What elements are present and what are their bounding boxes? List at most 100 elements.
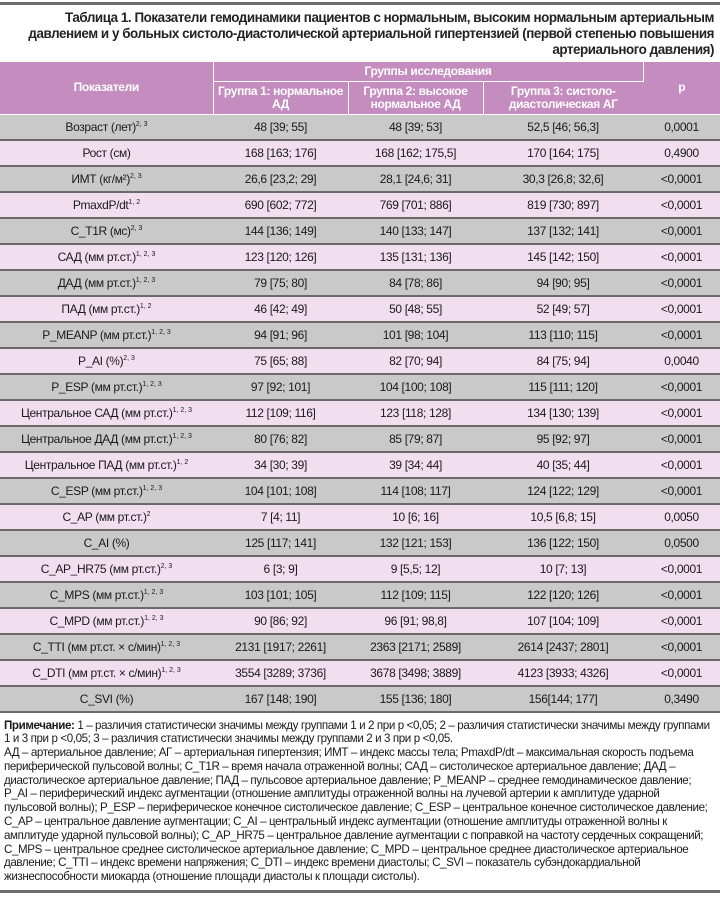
table-row: Рост (см) 168 [163; 176] 168 [162; 175,5] 1…	[0, 139, 720, 167]
note-significance: Примечание: 1 – различия статистически з…	[4, 719, 712, 747]
cell-indicator: C_AI (%)	[0, 529, 213, 557]
cell-g3: 113 [110; 115]	[483, 321, 643, 349]
cell-indicator: C_ESP (мм рт.ст.)1, 2, 3	[0, 477, 213, 505]
indicator-label: ДАД (мм рт.ст.)	[57, 275, 136, 290]
table-row: P_AI (%)2, 3 75 [65; 88] 82 [70; 94] 84 [75…	[0, 347, 720, 375]
indicator-label: C_MPS (мм рт.ст.)	[49, 587, 144, 602]
cell-g2: 140 [133; 147]	[348, 217, 483, 245]
cell-p: <0,0001	[643, 477, 720, 505]
cell-p: 0,0040	[643, 347, 720, 375]
table-row: P_ESP (мм рт.ст.)1, 2, 3 97 [92; 101] 104 …	[0, 373, 720, 401]
cell-indicator: C_TTI (мм рт.ст. × с/мин)1, 2, 3	[0, 633, 213, 661]
cell-g2: 84 [78; 86]	[348, 269, 483, 297]
cell-p: <0,0001	[643, 321, 720, 349]
table-row: P_MEANP (мм рт.ст.)1, 2, 3 94 [91; 96] 101…	[0, 321, 720, 349]
header-indicator: Показатели	[0, 62, 214, 115]
cell-g1: 46 [42; 49]	[213, 295, 348, 323]
cell-g1: 75 [65; 88]	[213, 347, 348, 375]
header-group1: Группа 1: нормальное АД	[213, 81, 349, 115]
cell-g3: 107 [104; 109]	[483, 607, 643, 635]
cell-g3: 52 [49; 57]	[483, 295, 643, 323]
cell-p: <0,0001	[643, 399, 720, 427]
note-label: Примечание:	[4, 718, 75, 732]
cell-g1: 6 [3; 9]	[213, 555, 348, 583]
table-row: C_T1R (мс)2, 3 144 [136; 149] 140 [133; 14…	[0, 217, 720, 245]
table-row: Центральное ПАД (мм рт.ст.)1, 2 34 [30; 3…	[0, 451, 720, 479]
cell-p: <0,0001	[643, 243, 720, 271]
cell-p: 0,4900	[643, 139, 720, 167]
header-groups: Группы исследования	[213, 62, 644, 82]
footnote-marker: 1, 2, 3	[135, 276, 156, 284]
cell-g3: 134 [130; 139]	[483, 399, 643, 427]
cell-indicator: C_AP_HR75 (мм рт.ст.)2, 3	[0, 555, 213, 583]
cell-p: <0,0001	[643, 269, 720, 297]
indicator-label: Центральное САД (мм рт.ст.)	[20, 405, 173, 420]
table-row: ПАД (мм рт.ст.)1, 2 46 [42; 49] 50 [48; 55…	[0, 295, 720, 323]
hemodynamics-table: Показатели Группы исследования p Группа …	[0, 62, 720, 713]
footnote-marker: 1, 2	[128, 198, 141, 206]
cell-g3: 145 [142; 150]	[483, 243, 643, 271]
cell-g2: 50 [48; 55]	[348, 295, 483, 323]
indicator-label: Рост (см)	[82, 145, 131, 160]
cell-g2: 101 [98; 104]	[348, 321, 483, 349]
footnote-marker: 1, 2	[176, 458, 189, 466]
cell-indicator: C_T1R (мс)2, 3	[0, 217, 213, 245]
indicator-label: C_DTI (мм рт.ст. × с/мин)	[32, 665, 162, 680]
cell-g2: 155 [136; 180]	[348, 685, 483, 713]
indicator-label: ПАД (мм рт.ст.)	[61, 301, 140, 316]
table-row: ИМТ (кг/м²)2, 3 26,6 [23,2; 29] 28,1 [24,6…	[0, 165, 720, 193]
cell-indicator: Рост (см)	[0, 139, 213, 167]
cell-g1: 7 [4; 11]	[213, 503, 348, 531]
table-row: C_MPS (мм рт.ст.)1, 2, 3 103 [101; 105] 11…	[0, 581, 720, 609]
cell-indicator: C_SVI (%)	[0, 685, 213, 713]
cell-g2: 104 [100; 108]	[348, 373, 483, 401]
cell-g2: 132 [121; 153]	[348, 529, 483, 557]
cell-g2: 10 [6; 16]	[348, 503, 483, 531]
cell-p: <0,0001	[643, 373, 720, 401]
cell-indicator: Возраст (лет)2, 3	[0, 114, 213, 141]
cell-g3: 30,3 [26,8; 32,6]	[483, 165, 643, 193]
footnote-marker: 2, 3	[160, 562, 173, 570]
cell-g1: 48 [39; 55]	[213, 114, 348, 141]
cell-g3: 95 [92; 97]	[483, 425, 643, 453]
cell-g2: 135 [131; 136]	[348, 243, 483, 271]
cell-g1: 123 [120; 126]	[213, 243, 348, 271]
cell-indicator: P_MEANP (мм рт.ст.)1, 2, 3	[0, 321, 213, 349]
cell-p: <0,0001	[643, 295, 720, 323]
cell-g1: 103 [101; 105]	[213, 581, 348, 609]
cell-g3: 115 [111; 120]	[483, 373, 643, 401]
footnote-marker: 2, 3	[123, 354, 135, 362]
cell-g3: 10,5 [6,8; 15]	[483, 503, 643, 531]
table-title: Таблица 1. Показатели гемодинамики пацие…	[28, 10, 714, 57]
cell-g1: 2131 [1917; 2261]	[213, 633, 348, 661]
cell-g1: 168 [163; 176]	[213, 139, 348, 167]
header-p: p	[643, 62, 720, 115]
indicator-label: C_AI (%)	[83, 535, 130, 550]
indicator-label: ИМТ (кг/м²)	[71, 171, 130, 186]
bottom-rule	[0, 890, 720, 894]
indicator-label: C_TTI (мм рт.ст. × с/мин)	[32, 639, 161, 654]
cell-indicator: Центральное САД (мм рт.ст.)1, 2, 3	[0, 399, 213, 427]
footnote-marker: 1, 2, 3	[142, 484, 163, 492]
cell-g2: 769 [701; 886]	[348, 191, 483, 219]
cell-g1: 79 [75; 80]	[213, 269, 348, 297]
cell-g2: 2363 [2171; 2589]	[348, 633, 483, 661]
indicator-label: САД (мм рт.ст.)	[57, 249, 137, 264]
cell-g3: 819 [730; 897]	[483, 191, 643, 219]
indicator-label: P_AI (%)	[78, 353, 124, 368]
table-row: C_SVI (%) 167 [148; 190] 155 [136; 180] 156…	[0, 685, 720, 713]
footnote-marker: 1, 2, 3	[172, 432, 192, 440]
cell-p: 0,0500	[643, 529, 720, 557]
footnote-marker: 1, 2, 3	[161, 666, 181, 674]
cell-g3: 124 [122; 129]	[483, 477, 643, 505]
cell-indicator: P_AI (%)2, 3	[0, 347, 213, 375]
table-row: C_AP (мм рт.ст.)2 7 [4; 11] 10 [6; 16] 10,5…	[0, 503, 720, 531]
indicator-label: C_ESP (мм рт.ст.)	[50, 483, 143, 498]
cell-g3: 84 [75; 94]	[483, 347, 643, 375]
cell-g1: 3554 [3289; 3736]	[213, 659, 348, 687]
indicator-label: Возраст (лет)	[65, 119, 136, 134]
cell-g3: 136 [122; 150]	[483, 529, 643, 557]
cell-g3: 2614 [2437; 2801]	[483, 633, 643, 661]
